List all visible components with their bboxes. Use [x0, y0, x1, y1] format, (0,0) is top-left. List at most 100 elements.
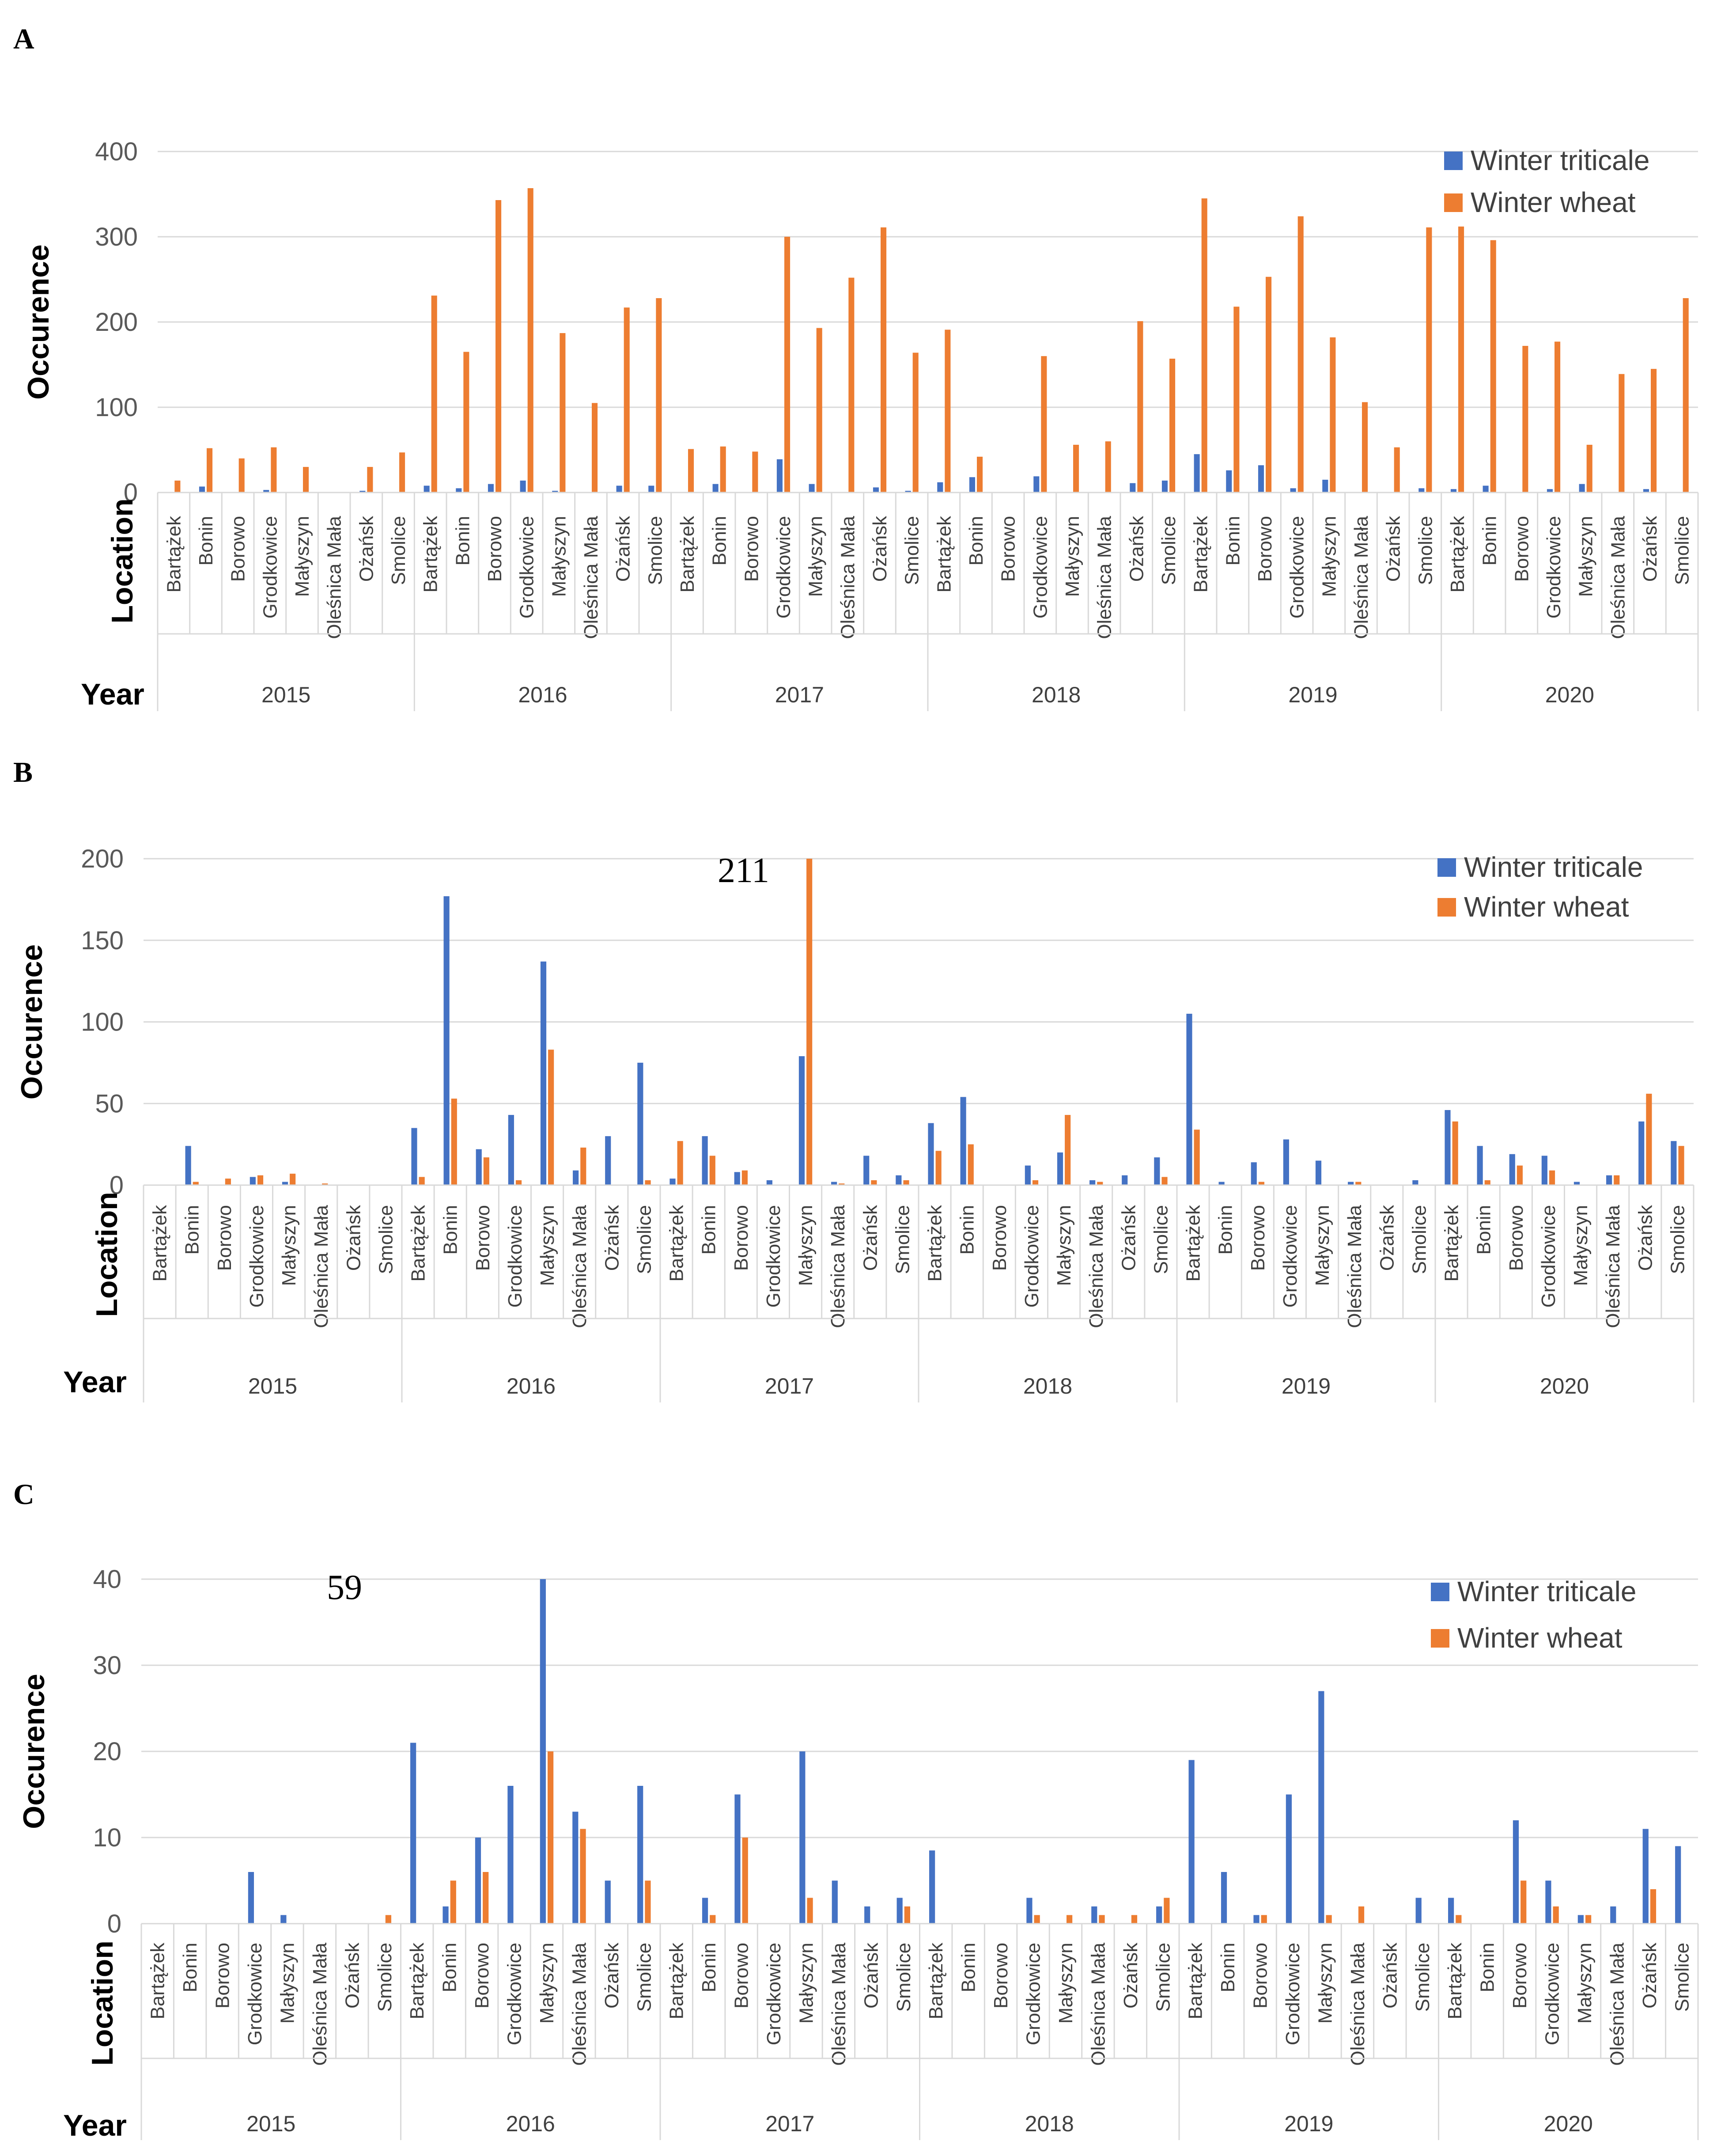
y-tick-label: 20	[93, 1737, 121, 1766]
bar-winter-wheat	[1261, 1915, 1267, 1924]
legend-entry-label: Winter wheat	[1464, 891, 1629, 923]
bar-winter-wheat	[720, 446, 726, 493]
y-tick-label: 150	[81, 926, 124, 955]
location-tick-label: Borowo	[1247, 1205, 1269, 1271]
location-tick-label: Smolice	[901, 516, 923, 585]
bar-winter-wheat	[1131, 1915, 1138, 1924]
location-tick-label: Bartążek	[420, 515, 442, 593]
bar-winter-triticale	[1218, 1182, 1225, 1185]
bar-winter-triticale	[1671, 1141, 1677, 1185]
bar-winter-triticale	[475, 1838, 481, 1924]
location-tick-label: Borowo	[1250, 1943, 1271, 2008]
bar-winter-triticale	[1541, 1156, 1547, 1185]
location-tick-label: Małyszyn	[536, 1943, 558, 2023]
location-tick-label: Bartążek	[1185, 1942, 1207, 2020]
bar-winter-triticale	[185, 1146, 191, 1185]
bar-winter-triticale	[1221, 1872, 1227, 1924]
location-tick-label: Oleśnica Mała	[580, 515, 602, 639]
bar-winter-triticale	[799, 1751, 806, 1924]
location-tick-label: Grodkowice	[244, 1943, 266, 2045]
location-tick-label: Borowo	[471, 1943, 493, 2008]
truncated-bar-annotation: 59	[327, 1568, 362, 1607]
bar-winter-wheat	[367, 467, 373, 493]
location-tick-label: Oleśnica Mała	[1086, 1205, 1107, 1328]
location-tick-label: Bartążek	[1441, 1205, 1463, 1282]
bar-winter-wheat	[548, 1050, 554, 1185]
year-tick-label: 2016	[507, 1374, 556, 1398]
location-tick-label: Bonin	[1222, 516, 1244, 566]
location-tick-label: Bartążek	[149, 1205, 171, 1282]
location-tick-label: Oleśnica Mała	[309, 1942, 331, 2065]
location-tick-label: Bartążek	[666, 1942, 688, 2020]
bar-winter-triticale	[1089, 1180, 1096, 1185]
bar-winter-wheat	[207, 448, 213, 493]
chart-legend: Winter triticale Winter wheat	[1437, 851, 1643, 923]
year-tick-label: 2017	[765, 1374, 814, 1398]
bar-winter-triticale	[456, 488, 462, 493]
y-tick-label: 100	[95, 393, 138, 422]
bar-winter-wheat	[741, 1170, 748, 1185]
location-tick-label: Smolice	[644, 516, 666, 585]
bar-winter-triticale	[832, 1880, 838, 1924]
bar-winter-triticale	[1643, 489, 1649, 493]
chart-legend: Winter triticale Winter wheat	[1431, 1576, 1636, 1654]
location-tick-label: Ożańsk	[859, 1205, 881, 1271]
bar-winter-wheat	[450, 1880, 456, 1924]
bar-winter-wheat	[399, 452, 405, 493]
bar-winter-wheat	[271, 447, 277, 493]
year-tick-label: 2020	[1540, 1374, 1589, 1398]
bar-winter-triticale	[1577, 1915, 1584, 1924]
bar-winter-triticale	[1579, 484, 1585, 493]
location-axis-title: Location	[86, 1940, 119, 2065]
legend-swatch	[1437, 858, 1456, 877]
legend-swatch	[1437, 898, 1456, 917]
location-tick-label: Ożańsk	[613, 515, 634, 582]
location-tick-label: Borowo	[227, 516, 249, 582]
bar-winter-wheat	[1549, 1170, 1555, 1185]
bar-winter-triticale	[1290, 488, 1296, 493]
year-tick-label: 2018	[1032, 682, 1081, 707]
bar-winter-triticale	[1315, 1160, 1322, 1185]
bar-winter-wheat	[547, 1751, 554, 1924]
location-tick-label: Ożańsk	[601, 1942, 623, 2008]
location-axis-title: Location	[90, 1192, 124, 1317]
bar-winter-wheat	[580, 1829, 586, 1924]
bar-winter-triticale	[1418, 488, 1425, 493]
bar-winter-triticale	[937, 482, 943, 493]
legend-swatch	[1444, 152, 1463, 170]
location-tick-label: Smolice	[1408, 1205, 1430, 1274]
bar-winter-wheat	[1137, 321, 1143, 493]
y-tick-label: 100	[81, 1008, 124, 1037]
location-tick-label: Grodkowice	[1286, 516, 1308, 618]
bar-winter-triticale	[1318, 1691, 1324, 1924]
bar-winter-triticale	[1253, 1915, 1260, 1924]
bar-winter-wheat	[1484, 1180, 1490, 1185]
bar-winter-triticale	[831, 1182, 837, 1185]
bar-winter-triticale	[1412, 1180, 1418, 1185]
location-tick-label: Borowo	[989, 1205, 1010, 1271]
bar-winter-wheat	[1585, 1915, 1592, 1924]
bar-winter-triticale	[928, 1123, 934, 1185]
location-tick-label: Grodkowice	[1021, 1205, 1043, 1307]
bar-winter-triticale	[1130, 483, 1136, 493]
bar-winter-triticale	[637, 1786, 643, 1924]
bar-winter-triticale	[540, 961, 547, 1185]
location-tick-label: Smolice	[892, 1205, 913, 1274]
bar-winter-wheat	[806, 859, 813, 1185]
location-tick-label: Borowo	[212, 1943, 234, 2008]
bar-winter-wheat	[225, 1178, 231, 1185]
location-tick-label: Oleśnica Mała	[1350, 515, 1372, 639]
legend-entry-label: Winter wheat	[1457, 1622, 1623, 1654]
legend-swatch	[1431, 1583, 1449, 1601]
bar-winter-wheat	[1678, 1146, 1684, 1185]
location-tick-label: Smolice	[1667, 1205, 1688, 1274]
location-tick-label: Ożańsk	[341, 1942, 363, 2008]
bar-winter-wheat	[238, 458, 245, 493]
location-tick-label: Bonin	[195, 516, 217, 566]
bar-winter-wheat	[290, 1174, 296, 1185]
bar-winter-wheat	[1326, 1915, 1332, 1924]
bar-winter-triticale	[1286, 1794, 1292, 1924]
bar-winter-wheat	[1521, 1880, 1527, 1924]
bar-winter-triticale	[1483, 485, 1489, 493]
bar-winter-triticale	[1445, 1110, 1451, 1185]
